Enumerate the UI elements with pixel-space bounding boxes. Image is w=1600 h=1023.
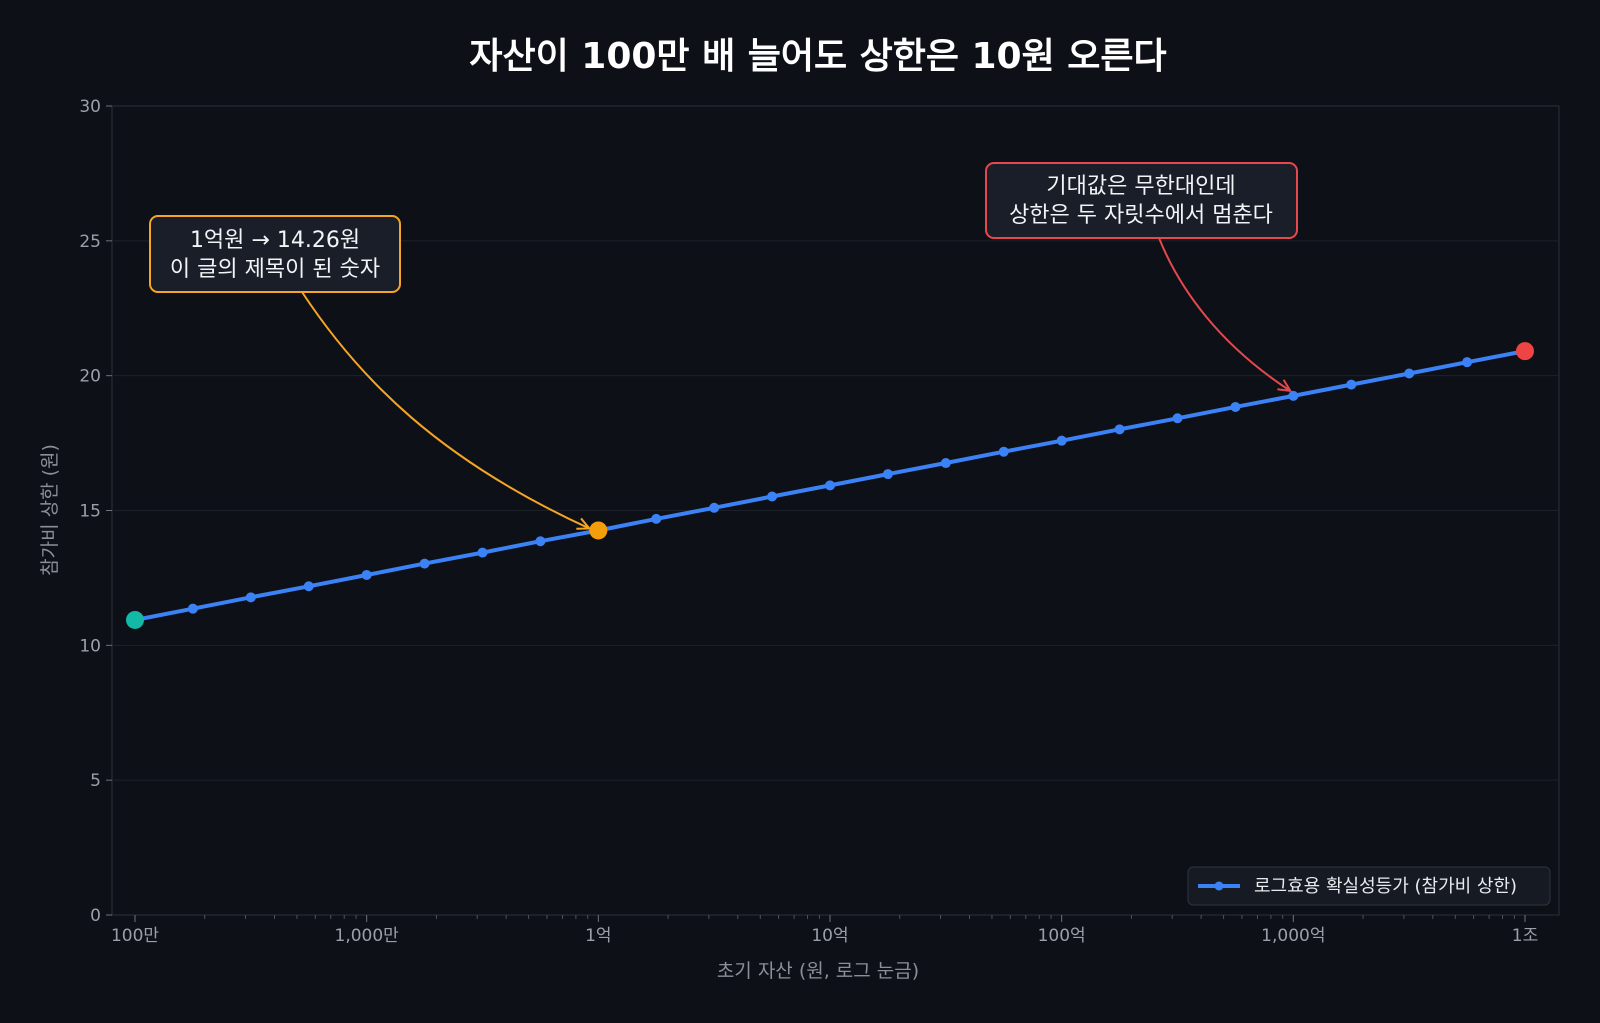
- annotation-2-line-1: 기대값은 무한대인데: [1046, 174, 1235, 199]
- data-point: [419, 558, 430, 569]
- data-point: [1346, 379, 1357, 390]
- y-tick-label: 5: [90, 771, 101, 791]
- legend-marker-swatch: [1214, 881, 1224, 891]
- data-point: [1404, 368, 1415, 379]
- x-tick-label: 100만: [111, 926, 159, 946]
- annotation-1-arrow: [301, 291, 590, 530]
- x-tick-label: 1억: [585, 926, 611, 946]
- annotation-1-line-1: 1억원 → 14.26원: [190, 228, 360, 253]
- data-point: [477, 547, 488, 558]
- x-tick-label: 1,000억: [1261, 926, 1325, 946]
- data-point: [361, 569, 372, 580]
- annotation-1-arrowhead: [576, 517, 592, 530]
- annotation-2-arrowhead: [1277, 379, 1293, 393]
- data-point: [187, 603, 198, 614]
- data-point: [1230, 401, 1241, 412]
- x-axis-label: 초기 자산 (원, 로그 눈금): [717, 960, 919, 982]
- data-point: [1462, 357, 1473, 368]
- chart-title: 자산이 100만 배 늘어도 상한은 10원 오른다: [469, 36, 1166, 77]
- y-tick-label: 20: [79, 367, 101, 387]
- x-tick-label: 100억: [1038, 926, 1086, 946]
- data-point: [1172, 413, 1183, 424]
- annotation-1-box: [149, 215, 401, 293]
- y-tick-label: 10: [79, 636, 101, 656]
- data-point: [303, 581, 314, 592]
- data-point: [245, 592, 256, 603]
- highlight-point: [126, 610, 144, 629]
- highlight-point: [589, 521, 608, 540]
- y-axis-label: 참가비 상한 (원): [39, 444, 61, 576]
- x-axis: 100만 1,000만 1억 10억 100억 1,000억 1조: [111, 915, 1538, 946]
- legend-label: 로그효용 확실성등가 (참가비 상한): [1254, 876, 1517, 897]
- y-axis: 0 5 10 15 20 25 30: [79, 97, 112, 926]
- data-point: [998, 446, 1009, 457]
- annotation-1-line-2: 이 글의 제목이 된 숫자: [170, 257, 380, 282]
- x-tick-label: 1조: [1512, 926, 1538, 946]
- annotation-2: 기대값은 무한대인데 상한은 두 자릿수에서 멈춘다: [985, 162, 1298, 393]
- data-point: [825, 480, 835, 491]
- data-point: [651, 513, 662, 524]
- data-point: [767, 491, 778, 502]
- data-point: [1056, 435, 1067, 446]
- data-point: [940, 458, 951, 469]
- y-tick-label: 15: [79, 502, 101, 522]
- data-point: [535, 536, 546, 547]
- series-layer: [130, 346, 1530, 625]
- data-point: [1288, 390, 1299, 401]
- annotation-1: 1억원 → 14.26원 이 글의 제목이 된 숫자: [149, 215, 592, 530]
- data-point: [882, 469, 893, 480]
- y-tick-label: 30: [79, 97, 101, 117]
- highlight-point: [1516, 342, 1534, 361]
- data-point: [1114, 424, 1125, 435]
- x-tick-label: 1,000만: [335, 926, 400, 946]
- highlight-points: [126, 342, 1534, 629]
- x-tick-label: 10억: [811, 926, 848, 946]
- y-tick-label: 0: [90, 906, 101, 926]
- legend: 로그효용 확실성등가 (참가비 상한): [1187, 866, 1551, 906]
- y-tick-label: 25: [79, 232, 101, 252]
- annotation-2-arrow: [1158, 237, 1291, 392]
- annotation-2-line-2: 상한은 두 자릿수에서 멈춘다: [1009, 203, 1273, 228]
- annotation-2-box: [985, 162, 1298, 239]
- legend-box: [1187, 866, 1551, 906]
- data-point: [709, 502, 720, 513]
